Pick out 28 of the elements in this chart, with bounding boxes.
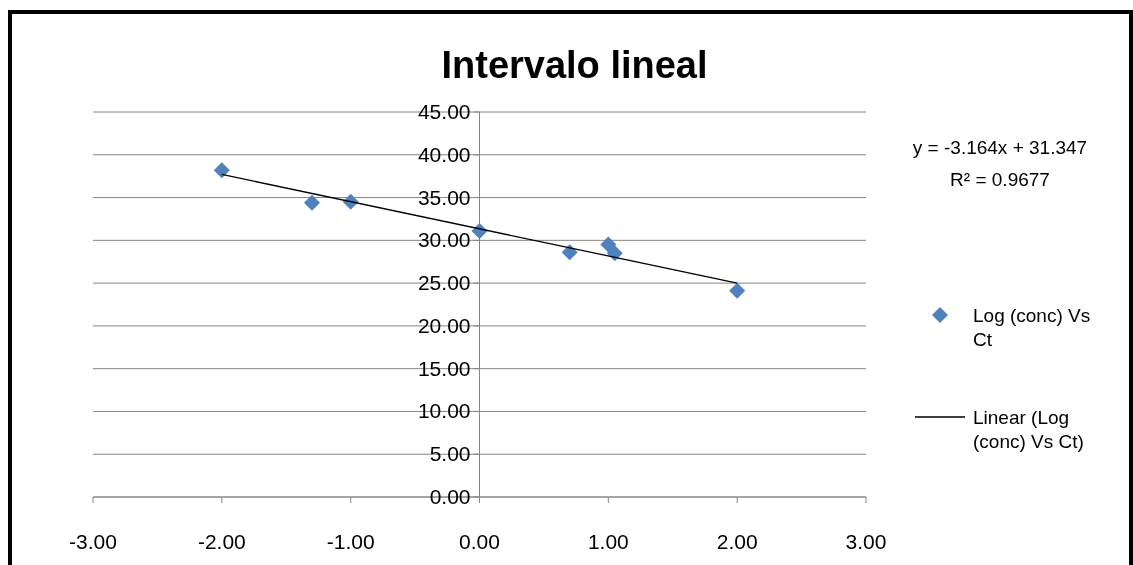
x-tick-label: 0.00 [459,530,500,553]
y-tick-label: 45.00 [417,100,471,123]
point [561,244,578,261]
x-tick-label: -1.00 [326,530,375,553]
point [213,162,230,179]
point [304,194,321,211]
legend-label: Log (conc) Vs Ct [973,305,1091,350]
y-tick-label: 15.00 [417,356,471,380]
text: R² = 0.9677 [950,169,1050,190]
y-tick-label: 5.00 [429,442,471,466]
y-tick-label: 0.00 [429,485,471,508]
legend-label: Linear (Log (conc) Vs Ct) [973,407,1084,452]
y-tick-label: 40.00 [417,142,471,166]
chart-title: Intervalo lineal [441,44,708,86]
x-tick-label: 1.00 [587,530,629,553]
y-tick-label: 10.00 [417,399,471,423]
point [729,282,746,299]
point [600,236,617,253]
text: y = -3.164x + 31.347 [912,137,1088,158]
x-tick-label: 2.00 [716,530,758,553]
x-tick-label: -2.00 [197,530,246,553]
x-tick-label: 3.00 [845,530,887,553]
y-tick-label: 20.00 [417,313,471,337]
y-tick-label: 30.00 [417,228,471,252]
x-tick-label: -3.00 [69,530,117,553]
y-tick-label: 25.00 [417,271,471,295]
y-tick-label: 35.00 [417,185,471,209]
point [606,245,623,262]
